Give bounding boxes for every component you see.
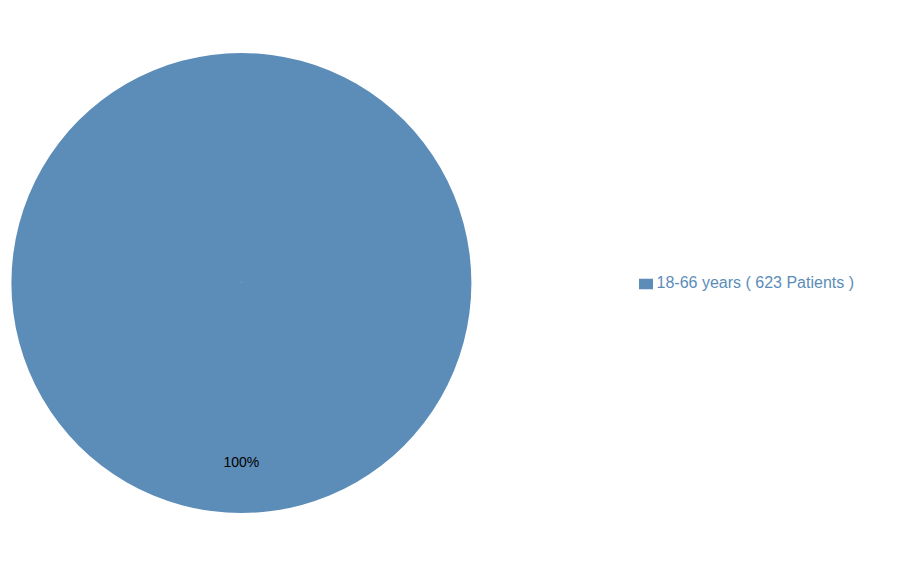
html-text:18-66 years ( 623 Patients ): 18-66 years ( 623 Patients ): [656, 274, 854, 291]
svg-text:100%: 100%: [223, 454, 259, 470]
